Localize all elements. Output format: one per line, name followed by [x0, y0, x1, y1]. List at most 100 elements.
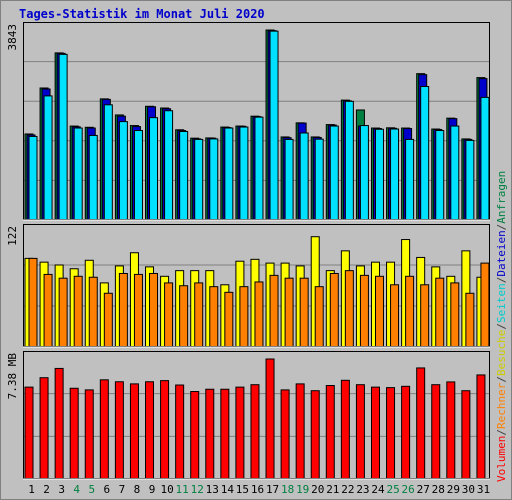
- bar-volumen-day-5: [84, 389, 94, 480]
- day-label-7: 7: [119, 483, 126, 496]
- day-label-26: 26: [402, 483, 415, 496]
- bar-rechner-day-11: [179, 285, 189, 348]
- day-label-1: 1: [28, 483, 35, 496]
- bar-volumen-day-20: [310, 390, 320, 480]
- bar-rechner-day-28: [435, 277, 445, 348]
- bar-volumen-day-26: [401, 385, 411, 480]
- bar-seiten-day-30: [465, 139, 475, 221]
- bar-rechner-day-5: [88, 276, 98, 348]
- bar-volumen-day-8: [129, 383, 139, 480]
- bar-rechner-day-9: [149, 272, 159, 348]
- bar-seiten-day-6: [103, 104, 113, 221]
- bar-seiten-day-19: [299, 132, 309, 221]
- bar-volumen-day-19: [295, 383, 305, 480]
- bar-volumen-day-22: [340, 379, 350, 480]
- day-label-16: 16: [251, 483, 264, 496]
- bar-rechner-day-21: [329, 272, 339, 348]
- bar-rechner-day-12: [194, 282, 204, 348]
- bar-seiten-day-11: [179, 131, 189, 221]
- bar-seiten-day-3: [58, 53, 68, 221]
- axis-max-label-requests-panel: 3843: [6, 24, 19, 51]
- bar-seiten-day-10: [164, 110, 174, 221]
- axis-max-label-visits-panel: 122: [6, 226, 19, 246]
- day-label-6: 6: [104, 483, 111, 496]
- day-label-31: 31: [477, 483, 490, 496]
- bar-seiten-day-22: [344, 100, 354, 221]
- day-label-4: 4: [73, 483, 80, 496]
- day-label-30: 30: [462, 483, 475, 496]
- bar-rechner-day-3: [58, 277, 68, 348]
- day-label-25: 25: [386, 483, 399, 496]
- bar-rechner-day-23: [359, 274, 369, 348]
- bar-rechner-day-27: [420, 284, 430, 348]
- bar-volumen-day-2: [39, 377, 49, 480]
- legend-item: /: [495, 323, 508, 330]
- bar-volumen-day-4: [69, 387, 79, 480]
- bar-seiten-day-28: [435, 130, 445, 221]
- legend-item: /: [495, 376, 508, 383]
- bar-rechner-day-10: [164, 282, 174, 348]
- bar-seiten-day-31: [480, 96, 490, 221]
- bar-rechner-day-8: [133, 273, 143, 348]
- legend-item: /: [495, 277, 508, 284]
- bar-seiten-day-8: [133, 130, 143, 221]
- bar-seiten-day-13: [209, 138, 219, 221]
- bar-rechner-day-15: [239, 286, 249, 348]
- day-label-14: 14: [221, 483, 235, 496]
- bar-volumen-day-15: [235, 386, 245, 480]
- bar-volumen-day-6: [99, 379, 109, 480]
- bar-rechner-day-6: [103, 292, 113, 348]
- legend: Volumen/Rechner/Besuche/Seiten/Dateien/A…: [495, 171, 508, 482]
- day-label-21: 21: [326, 483, 339, 496]
- bar-rechner-day-4: [73, 275, 83, 348]
- day-label-28: 28: [432, 483, 445, 496]
- bar-seiten-day-15: [239, 126, 249, 221]
- bar-seiten-day-14: [224, 127, 234, 221]
- volume-panel: 7.38 MB: [6, 351, 490, 480]
- legend-item: Seiten: [495, 283, 508, 323]
- bar-volumen-day-3: [54, 367, 64, 480]
- bar-rechner-day-29: [450, 282, 460, 348]
- bar-seiten-day-23: [359, 125, 369, 221]
- bar-seiten-day-9: [149, 117, 159, 221]
- bar-volumen-day-12: [190, 391, 200, 480]
- bar-rechner-day-2: [43, 273, 53, 348]
- bar-rechner-day-18: [284, 277, 294, 348]
- day-label-24: 24: [371, 483, 385, 496]
- day-label-20: 20: [311, 483, 324, 496]
- bar-seiten-day-17: [269, 30, 279, 221]
- bar-seiten-day-24: [374, 128, 384, 221]
- bar-rechner-day-20: [314, 286, 324, 348]
- day-label-10: 10: [160, 483, 173, 496]
- bar-seiten-day-1: [28, 135, 38, 221]
- bar-volumen-day-18: [280, 389, 290, 480]
- day-label-9: 9: [149, 483, 156, 496]
- day-label-17: 17: [266, 483, 279, 496]
- legend-item: /: [495, 224, 508, 231]
- day-label-29: 29: [447, 483, 460, 496]
- bar-seiten-day-18: [284, 138, 294, 221]
- day-label-13: 13: [206, 483, 219, 496]
- bar-seiten-day-16: [254, 116, 264, 221]
- bar-seiten-day-26: [405, 138, 415, 221]
- bar-seiten-day-25: [390, 128, 400, 221]
- bar-seiten-day-12: [194, 138, 204, 221]
- legend-item: Anfragen: [495, 171, 508, 224]
- bar-volumen-day-28: [431, 384, 441, 480]
- axis-max-label-volume-panel: 7.38 MB: [6, 353, 19, 400]
- day-label-11: 11: [176, 483, 189, 496]
- bar-rechner-day-24: [374, 275, 384, 348]
- bar-volumen-day-27: [416, 367, 426, 480]
- bar-volumen-day-21: [325, 385, 335, 480]
- bar-volumen-day-13: [205, 388, 215, 480]
- day-label-15: 15: [236, 483, 249, 496]
- bar-seiten-day-4: [73, 127, 83, 221]
- legend-item: Volumen: [495, 436, 508, 482]
- bar-volumen-day-7: [114, 381, 124, 480]
- day-label-2: 2: [43, 483, 50, 496]
- bar-seiten-day-5: [88, 134, 98, 221]
- bar-volumen-day-1: [24, 386, 34, 480]
- bar-rechner-day-7: [118, 272, 128, 348]
- requests-panel: 3843: [6, 22, 490, 221]
